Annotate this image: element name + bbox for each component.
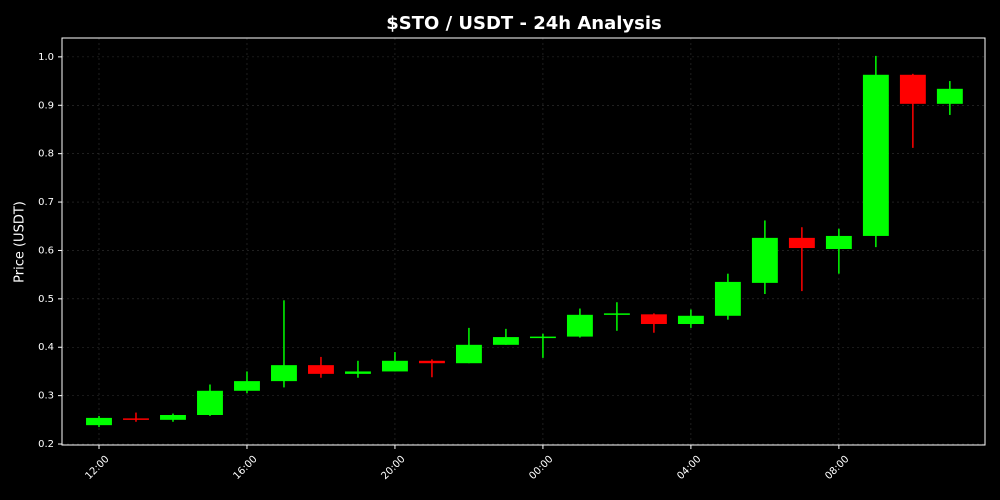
candle-body [308, 365, 334, 374]
candle-body [381, 360, 408, 372]
candle-body [529, 336, 556, 339]
y-tick-label: 0.6 [38, 245, 54, 256]
y-axis-label: Price (USDT) [13, 201, 28, 283]
y-tick-label: 0.5 [38, 294, 54, 305]
candle-body [197, 390, 223, 415]
chart-title: $STO / USDT - 24h Analysis [386, 13, 662, 34]
candle-body [788, 237, 815, 249]
plot-frame [61, 37, 986, 446]
candle-body [160, 414, 186, 420]
y-tick-label: 0.9 [38, 100, 54, 111]
candle-body [677, 315, 704, 325]
y-tick-label: 0.2 [38, 439, 54, 450]
candle-body [345, 371, 371, 374]
candle-body [640, 314, 667, 325]
candle-body [899, 74, 926, 104]
candle-body [603, 313, 630, 315]
candle-body [566, 314, 593, 337]
candle-body [234, 381, 260, 391]
candle-body [271, 365, 297, 382]
candle-body [418, 360, 445, 364]
candle-body [455, 344, 482, 364]
candle-body [751, 237, 778, 283]
y-tick-label: 1.0 [38, 52, 54, 63]
y-tick-label: 0.7 [38, 197, 54, 208]
candle-body [86, 417, 112, 426]
y-tick-label: 0.3 [38, 391, 54, 402]
candle-body [936, 88, 963, 104]
candle-body [825, 235, 852, 250]
candle-body [714, 281, 741, 316]
candle-body [862, 74, 889, 236]
candle-body [492, 337, 519, 345]
y-tick-label: 0.8 [38, 149, 54, 160]
y-tick-label: 0.4 [38, 342, 54, 353]
candle-body [123, 418, 149, 420]
